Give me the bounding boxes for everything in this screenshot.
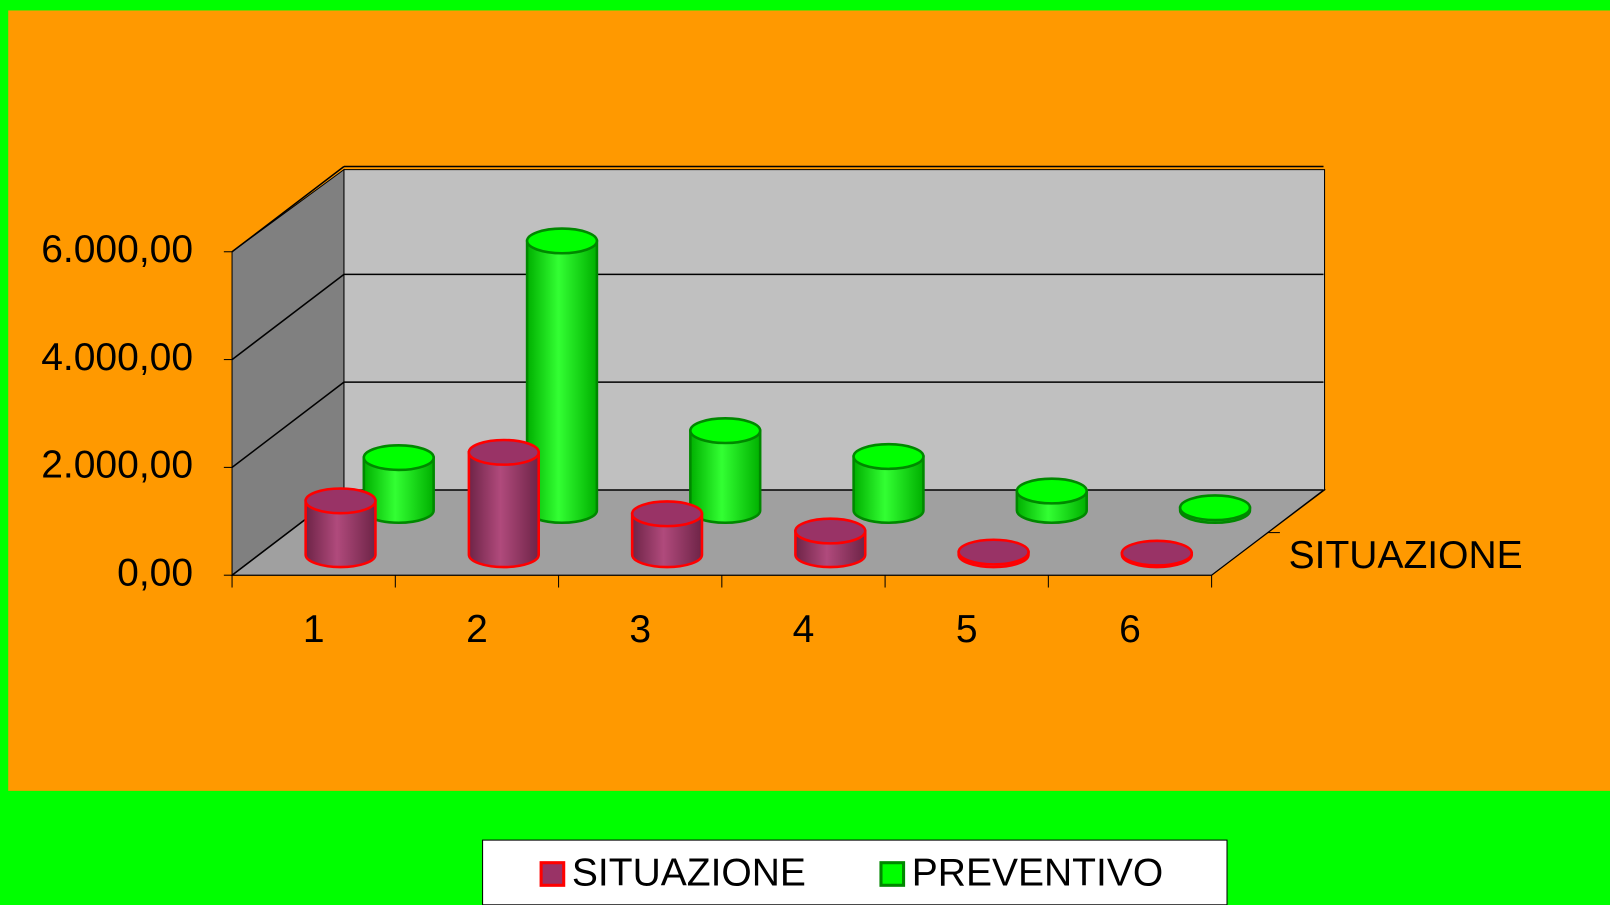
legend-label: PREVENTIVO (912, 851, 1163, 894)
cylinder (1120, 539, 1194, 569)
cylinder-top (630, 500, 704, 528)
cylinder (304, 487, 377, 569)
x-tick-label: 1 (303, 608, 325, 651)
cylinder-top (362, 443, 435, 472)
cylinder-top (794, 517, 867, 545)
legend-swatch (539, 861, 566, 887)
depth-label: SITUAZIONE (1289, 534, 1523, 577)
grid-line (231, 165, 345, 253)
y-tick-label: 6.000,00 (41, 228, 193, 271)
legend-label: SITUAZIONE (572, 851, 806, 894)
cylinder-body (630, 512, 704, 569)
x-tick-label: 5 (956, 608, 978, 651)
legend (482, 839, 1228, 905)
y-tick-label: 2.000,00 (41, 444, 193, 487)
x-tick-label: 6 (1119, 608, 1141, 651)
x-tick-label: 2 (466, 608, 488, 651)
cylinder-body (852, 455, 925, 525)
x-tick-label: 3 (629, 608, 651, 651)
cylinder-top (304, 487, 377, 515)
cylinder-top (957, 538, 1030, 566)
y-tick-label: 0,00 (117, 552, 193, 595)
grid-line (231, 273, 345, 361)
cylinder-body (467, 451, 540, 569)
cylinder (1015, 477, 1088, 525)
cylinder-top (689, 417, 762, 445)
cylinder (957, 538, 1030, 569)
cylinder (689, 417, 762, 525)
cylinder (467, 438, 540, 569)
cylinder-body (304, 499, 377, 569)
cylinder-top (467, 438, 540, 466)
x-tick-label: 4 (793, 608, 815, 651)
cylinder-top (525, 227, 599, 255)
cylinder-top (1015, 477, 1088, 505)
cylinder (794, 517, 867, 569)
cylinder (1178, 494, 1252, 525)
cylinder (852, 442, 925, 525)
grid-line (231, 381, 345, 469)
cylinder-top (1120, 539, 1194, 567)
legend-swatch (879, 861, 906, 887)
cylinder-top (852, 442, 925, 471)
cylinder-top (1178, 494, 1252, 522)
cylinder (630, 500, 704, 569)
y-tick-label: 4.000,00 (41, 336, 193, 379)
